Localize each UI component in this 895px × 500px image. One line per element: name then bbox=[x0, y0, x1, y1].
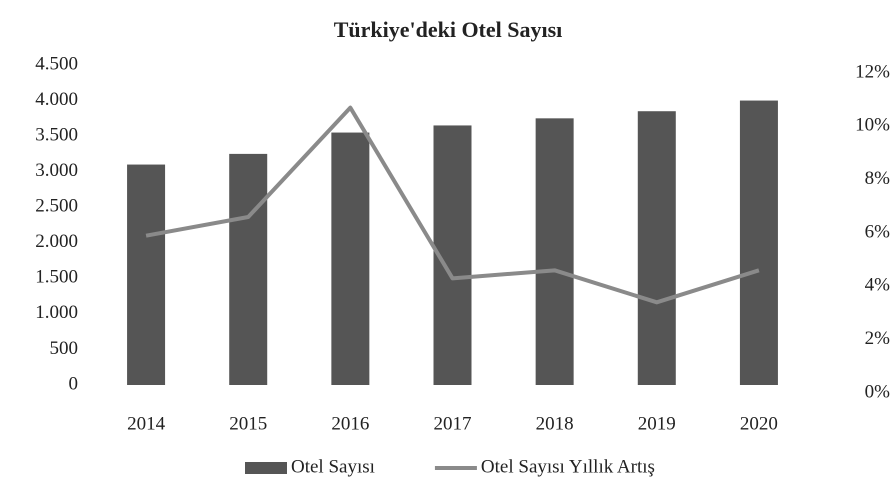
y-tick-label: 2.000 bbox=[35, 231, 78, 252]
y2-tick-label: 8% bbox=[865, 168, 891, 189]
y-tick-label: 0 bbox=[69, 373, 79, 394]
x-tick-label: 2017 bbox=[434, 413, 472, 434]
x-tick-label: 2015 bbox=[229, 413, 267, 434]
y-tick-label: 1.500 bbox=[35, 267, 78, 288]
x-tick-label: 2020 bbox=[740, 413, 778, 434]
y2-tick-label: 12% bbox=[855, 61, 890, 82]
legend-label: Otel Sayısı bbox=[291, 456, 375, 477]
y-tick-label: 3.000 bbox=[35, 160, 78, 181]
bar bbox=[535, 118, 574, 385]
y2-tick-label: 4% bbox=[865, 275, 891, 296]
bar bbox=[637, 111, 676, 385]
y-tick-label: 4.000 bbox=[35, 89, 78, 110]
bar bbox=[739, 100, 778, 386]
chart-title: Türkiye'deki Otel Sayısı bbox=[334, 17, 563, 42]
y2-tick-label: 6% bbox=[865, 221, 891, 242]
x-tick-label: 2019 bbox=[638, 413, 676, 434]
y-tick-label: 4.500 bbox=[35, 53, 78, 74]
legend-swatch bbox=[245, 462, 287, 474]
bar bbox=[229, 153, 268, 385]
line bbox=[145, 105, 760, 305]
y-tick-label: 1.000 bbox=[35, 302, 78, 323]
y-tick-label: 3.500 bbox=[35, 124, 78, 145]
y2-tick-label: 2% bbox=[865, 328, 891, 349]
bar bbox=[331, 132, 370, 385]
y2-tick-label: 0% bbox=[865, 381, 891, 402]
legend-label: Otel Sayısı Yıllık Artış bbox=[481, 456, 655, 477]
y2-tick-label: 10% bbox=[855, 115, 890, 136]
y-tick-label: 2.500 bbox=[35, 196, 78, 217]
x-tick-label: 2016 bbox=[331, 413, 369, 434]
y-tick-label: 500 bbox=[50, 338, 79, 359]
bar bbox=[127, 164, 166, 385]
x-tick-label: 2014 bbox=[127, 413, 166, 434]
x-tick-label: 2018 bbox=[536, 413, 574, 434]
